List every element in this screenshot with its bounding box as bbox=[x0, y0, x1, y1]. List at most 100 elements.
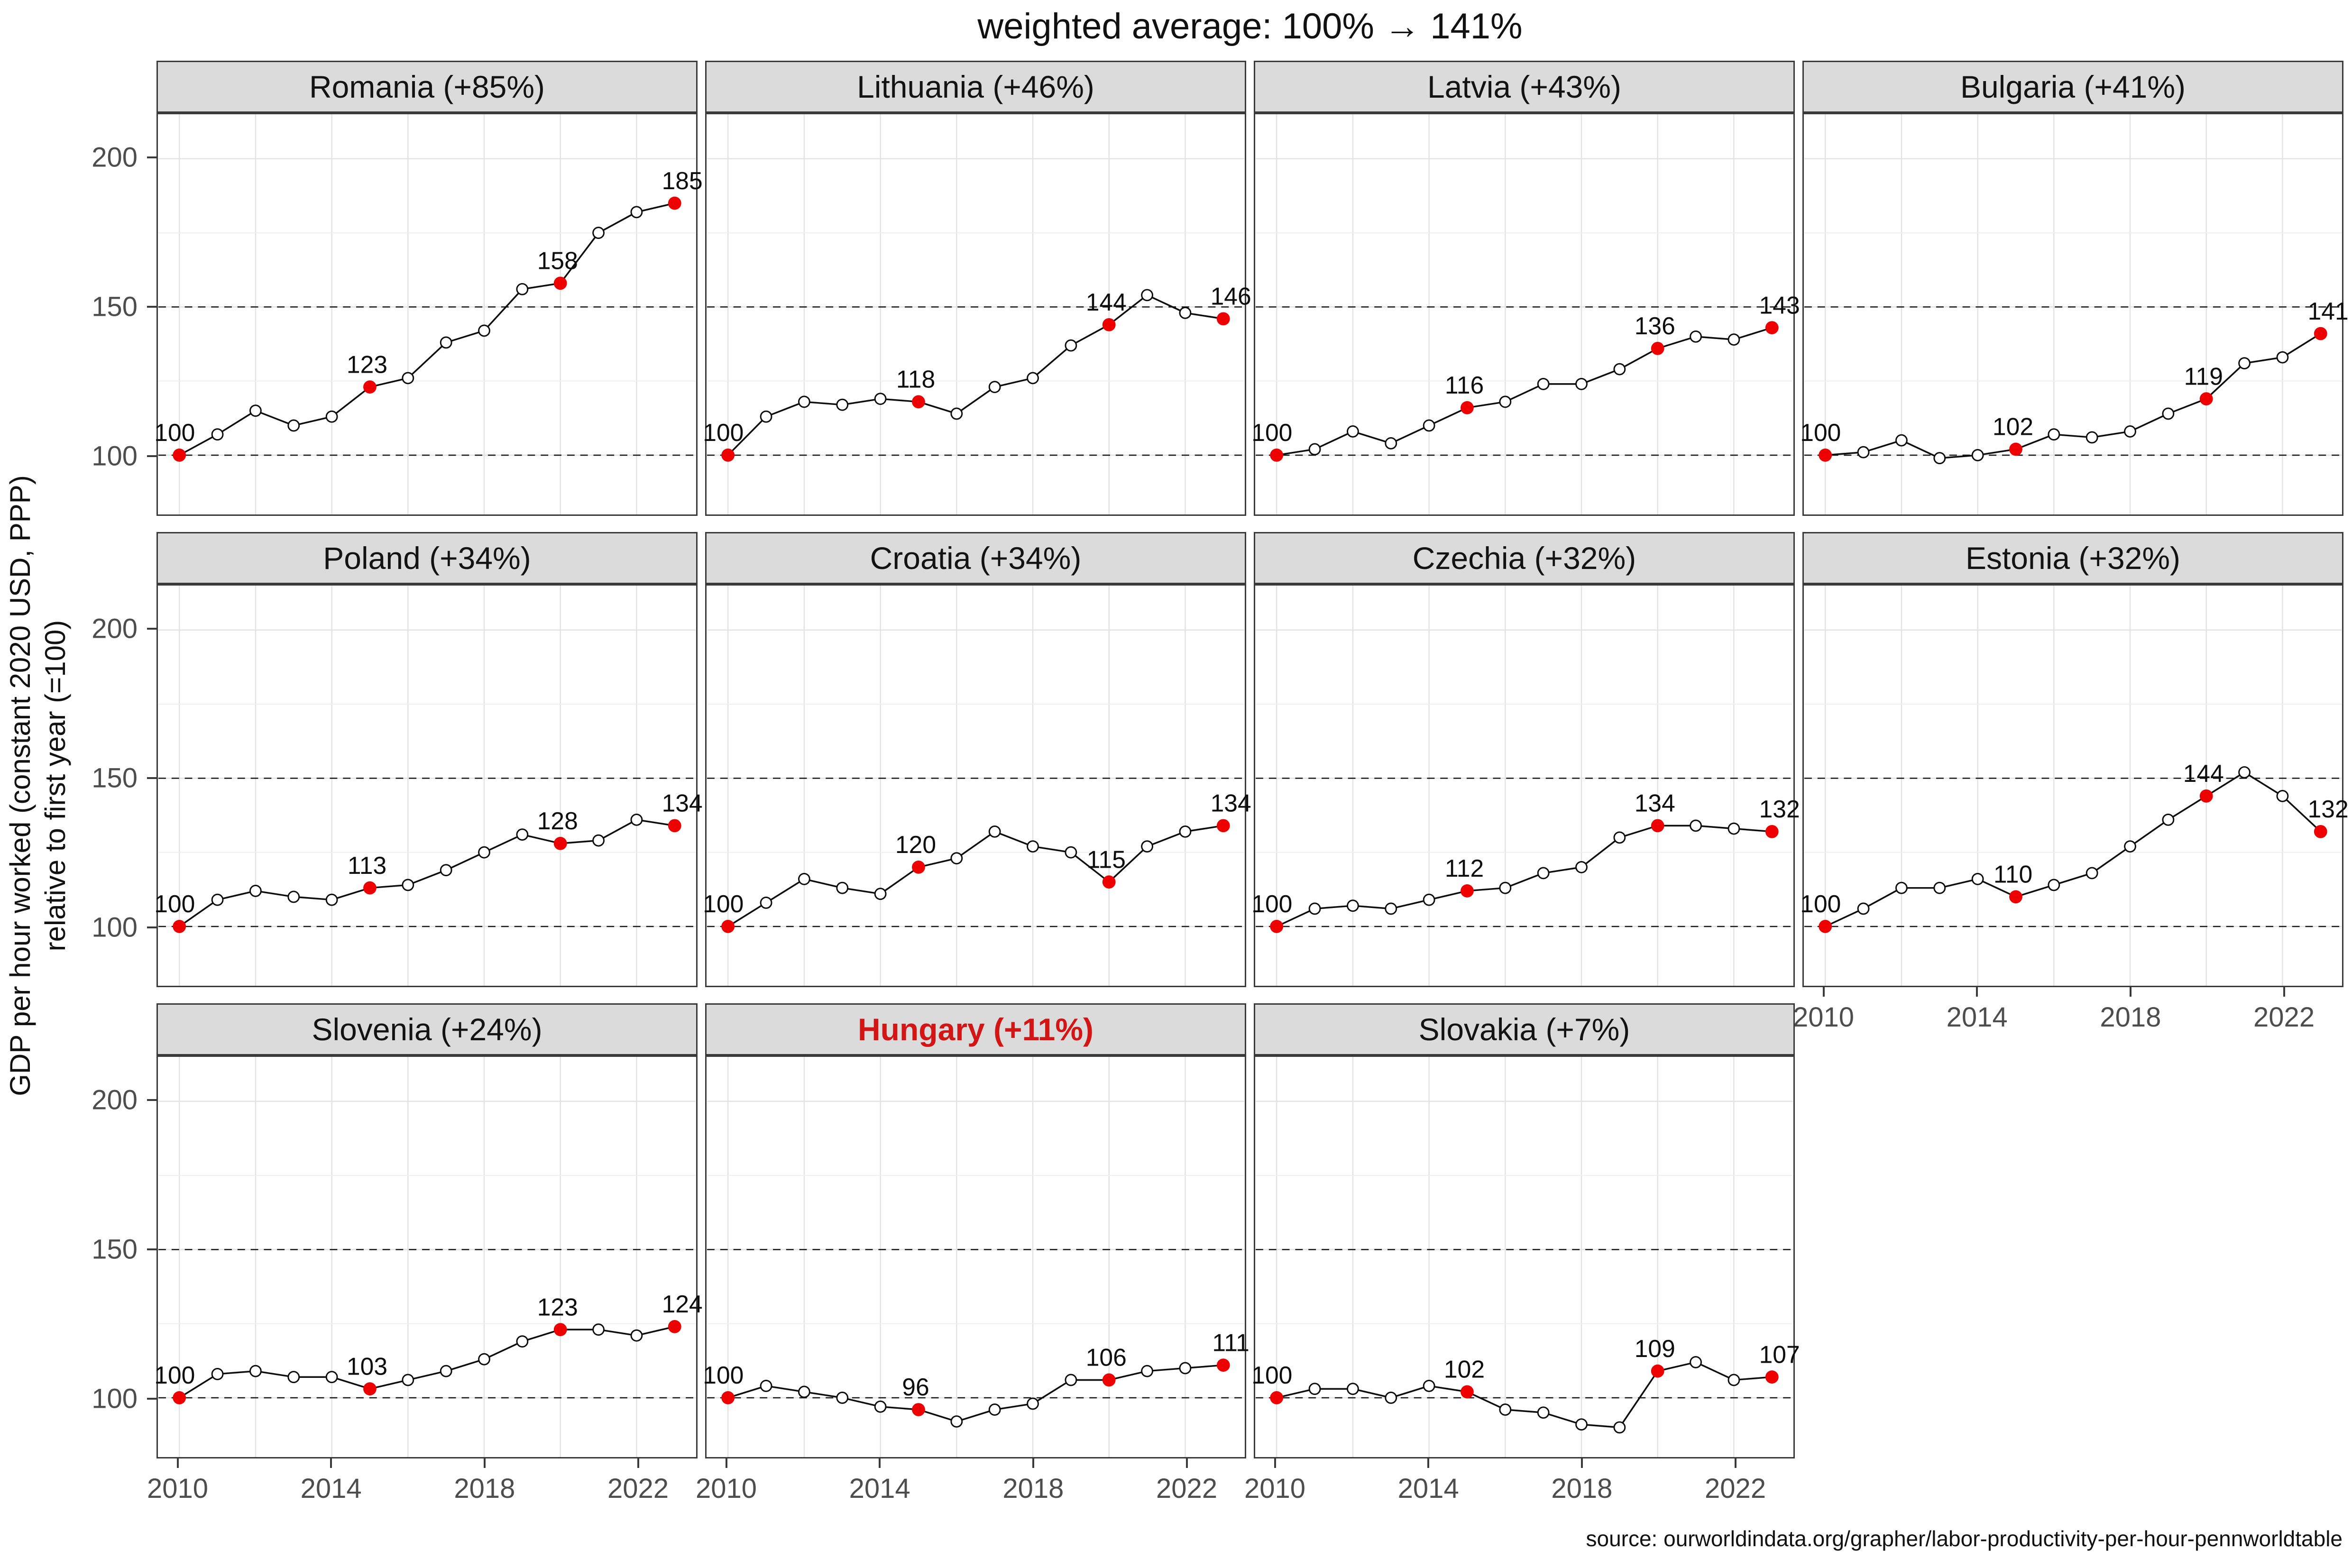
highlight-point bbox=[173, 1391, 186, 1404]
data-point bbox=[287, 890, 300, 903]
data-point bbox=[1308, 1383, 1321, 1395]
highlight-points: 100 96 106 111 bbox=[703, 1329, 1250, 1416]
data-point bbox=[630, 206, 643, 219]
highlight-point bbox=[1765, 321, 1779, 335]
data-point bbox=[1537, 1406, 1550, 1419]
data-point bbox=[1613, 1421, 1626, 1434]
data-points bbox=[1857, 351, 2289, 465]
facet-title-slovenia: Slovenia (+24%) bbox=[156, 1003, 698, 1055]
dashed-reference-lines bbox=[1256, 778, 1793, 927]
highlight-point bbox=[1819, 449, 1832, 462]
highlight-point bbox=[2199, 789, 2213, 803]
dashed-reference-lines bbox=[158, 1249, 696, 1399]
x-tick-label: 2018 bbox=[1002, 1473, 1064, 1504]
data-point bbox=[798, 1385, 810, 1398]
facet-panel-slovenia: 100 103 123 124 bbox=[154, 1055, 703, 1458]
data-point bbox=[1613, 831, 1626, 844]
data-point bbox=[798, 873, 810, 885]
point-label: 102 bbox=[1993, 413, 2033, 440]
data-point bbox=[287, 419, 300, 432]
data-point bbox=[1727, 333, 1740, 346]
data-point bbox=[1690, 819, 1702, 832]
highlight-point bbox=[173, 920, 186, 933]
point-label: 100 bbox=[703, 890, 744, 917]
data-point bbox=[1857, 902, 1870, 915]
facet-plot-czechia: 100 112 134 132 bbox=[1251, 586, 1800, 986]
highlight-point bbox=[553, 837, 567, 850]
highlight-point bbox=[1102, 875, 1116, 889]
facet-plot-latvia: 100 116 136 143 bbox=[1251, 114, 1800, 514]
y-tick-label: 200 bbox=[92, 1084, 138, 1116]
series-line bbox=[1276, 327, 1773, 456]
chart-title: weighted average: 100% → 141% bbox=[977, 6, 1523, 46]
x-tick-label: 2018 bbox=[454, 1473, 515, 1504]
point-label: 136 bbox=[1635, 312, 1675, 339]
point-label: 100 bbox=[154, 890, 195, 917]
data-points bbox=[760, 825, 1192, 909]
data-point bbox=[211, 428, 224, 441]
series-line bbox=[1825, 333, 2321, 459]
y-tick bbox=[147, 156, 156, 159]
point-label: 103 bbox=[347, 1352, 387, 1380]
facet-title-croatia: Croatia (+34%) bbox=[705, 532, 1246, 584]
x-tick-label: 2018 bbox=[1551, 1473, 1613, 1504]
highlight-point bbox=[2314, 825, 2327, 838]
data-point bbox=[1065, 1374, 1077, 1386]
x-tick bbox=[1427, 1458, 1430, 1468]
vertical-gridlines bbox=[178, 114, 637, 514]
facet-title-romania: Romania (+85%) bbox=[156, 61, 698, 113]
point-label: 100 bbox=[154, 419, 195, 446]
data-point bbox=[1385, 437, 1397, 449]
point-label: 100 bbox=[703, 419, 744, 446]
y-tick bbox=[147, 455, 156, 458]
data-points bbox=[1308, 330, 1740, 456]
series-line bbox=[179, 202, 675, 456]
highlight-point bbox=[553, 276, 567, 290]
facet-title-latvia: Latvia (+43%) bbox=[1254, 61, 1795, 113]
data-points bbox=[1308, 1356, 1740, 1434]
data-point bbox=[1971, 449, 1984, 461]
highlight-points: 100 116 136 143 bbox=[1251, 291, 1800, 462]
highlight-point bbox=[1216, 819, 1230, 833]
data-point bbox=[287, 1371, 300, 1384]
data-point bbox=[988, 1403, 1001, 1416]
x-tick-label: 2022 bbox=[2253, 1002, 2315, 1033]
vertical-gridlines bbox=[1824, 114, 2283, 514]
highlight-points: 100 118 144 146 bbox=[703, 283, 1251, 462]
facet-title-estonia: Estonia (+32%) bbox=[1802, 532, 2343, 584]
data-point bbox=[516, 828, 529, 841]
y-axis-title-line1: GDP per hour worked (constant 2020 USD, … bbox=[4, 475, 36, 1096]
y-tick-label: 150 bbox=[92, 762, 138, 794]
highlight-point bbox=[2009, 442, 2022, 456]
highlight-point bbox=[721, 449, 735, 462]
data-point bbox=[1179, 306, 1192, 319]
facet-panel-romania: 100 123 158 185 bbox=[154, 113, 703, 516]
data-point bbox=[874, 393, 887, 405]
dashed-reference-lines bbox=[1256, 1249, 1793, 1399]
data-points bbox=[211, 206, 643, 441]
vertical-gridlines bbox=[1276, 586, 1735, 986]
series-line bbox=[727, 1364, 1223, 1422]
data-point bbox=[630, 1329, 643, 1342]
data-point bbox=[950, 852, 963, 865]
highlight-point bbox=[1651, 341, 1664, 355]
facet-plot-croatia: 100 120 115 134 bbox=[703, 586, 1251, 986]
data-point bbox=[249, 404, 262, 417]
point-label: 111 bbox=[1212, 1329, 1249, 1356]
data-point bbox=[592, 1323, 605, 1336]
data-point bbox=[630, 813, 643, 826]
series-line bbox=[179, 819, 675, 927]
y-tick-label: 100 bbox=[92, 1383, 138, 1414]
y-tick bbox=[147, 1248, 156, 1251]
highlight-point bbox=[1819, 920, 1832, 933]
data-point bbox=[874, 1400, 887, 1413]
x-tick bbox=[2283, 987, 2285, 997]
data-point bbox=[760, 410, 772, 423]
data-point bbox=[402, 879, 414, 891]
data-point bbox=[1347, 1383, 1359, 1395]
data-point bbox=[1308, 902, 1321, 915]
vertical-gridlines bbox=[1276, 114, 1735, 514]
dashed-reference-lines bbox=[158, 306, 696, 456]
point-label: 96 bbox=[902, 1373, 929, 1401]
point-label: 110 bbox=[1994, 861, 2032, 888]
